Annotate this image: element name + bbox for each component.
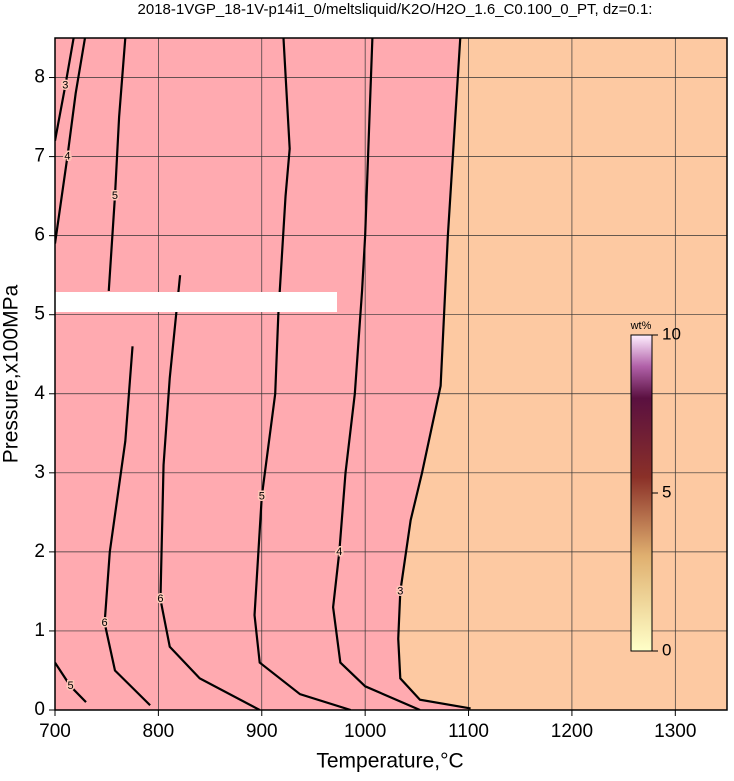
- y-tick-label: 6: [34, 225, 45, 246]
- contour-label: 3: [62, 79, 68, 91]
- contour-line: [397, 38, 471, 710]
- chart-title: 2018-1VGP_18-1V-p14i1_0/meltsliquid/K2O/…: [138, 1, 653, 18]
- y-axis-label: Pressure,x100MPa: [0, 284, 23, 463]
- x-tick-label: 1300: [654, 721, 696, 742]
- contour-label: 5: [112, 190, 118, 202]
- colorbar-tick-label: 0: [662, 640, 671, 659]
- x-axis-label: Temperature,°C: [316, 750, 463, 773]
- y-tick-label: 8: [34, 67, 45, 88]
- x-tick-label: 800: [143, 721, 175, 742]
- y-tick-label: 7: [34, 146, 45, 167]
- y-tick-label: 4: [34, 383, 45, 404]
- contour-label: 5: [67, 680, 73, 692]
- contour-label: 6: [102, 617, 108, 629]
- y-tick-label: 3: [34, 462, 45, 483]
- colorbar-tick-label: 5: [662, 482, 671, 501]
- contour-line: [103, 346, 151, 707]
- x-tick-label: 1000: [344, 721, 386, 742]
- colorbar-label: wt%: [630, 320, 652, 332]
- colorbar-tick-label: 10: [662, 324, 681, 343]
- data-gap: [55, 292, 337, 312]
- y-tick-label: 1: [34, 620, 45, 641]
- y-tick-label: 2: [34, 541, 45, 562]
- x-tick-label: 700: [39, 721, 71, 742]
- colorbar: [630, 334, 653, 652]
- contour-line: [107, 38, 127, 292]
- contour-label: 6: [157, 593, 163, 605]
- contour-line: [253, 38, 352, 710]
- plot-area: 3 4 5 6 6 5 4 3 5: [55, 38, 727, 710]
- contour-line: [331, 38, 421, 710]
- contour-label: 4: [336, 546, 342, 558]
- contour-label: 3: [397, 585, 403, 597]
- y-tick-label: 5: [34, 304, 45, 325]
- contour-line: [55, 38, 87, 244]
- plot-frame: [54, 37, 728, 711]
- contour-line: [55, 661, 87, 703]
- y-tick-label: 0: [34, 699, 45, 720]
- contour-line: [159, 275, 261, 710]
- x-tick-label: 1200: [551, 721, 593, 742]
- contour-label: 5: [259, 490, 265, 502]
- x-tick-label: 900: [246, 721, 278, 742]
- x-tick-label: 1100: [448, 721, 489, 742]
- contour-line: [55, 38, 75, 141]
- contour-label: 4: [64, 150, 70, 162]
